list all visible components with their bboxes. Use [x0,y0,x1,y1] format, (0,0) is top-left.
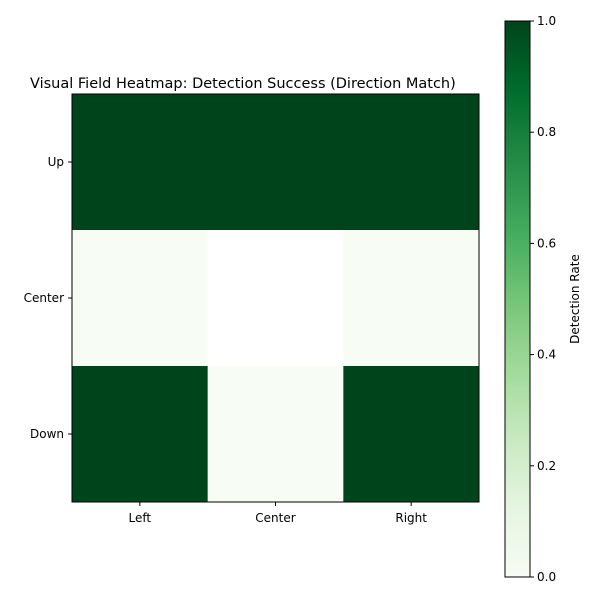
y-tick-label: Center [24,291,64,305]
x-tick-label: Right [395,511,427,525]
colorbar-tick-label: 0.4 [537,348,556,362]
x-tick-label: Left [129,511,152,525]
heatmap-cell-2-2 [343,366,480,503]
colorbar-tick-label: 0.0 [537,570,556,584]
y-tick-label: Up [48,155,64,169]
colorbar-tick-label: 1.0 [537,14,556,28]
x-tick-label: Center [255,511,295,525]
colorbar-gradient [504,20,531,578]
colorbar-tick-label: 0.8 [537,125,556,139]
x-axis: Left Center Right [129,502,427,525]
heatmap-cell-0-2 [343,94,480,231]
chart-title: Visual Field Heatmap: Detection Success … [30,76,456,92]
heatmap-cells [72,94,480,503]
heatmap-cell-1-0 [72,230,209,367]
heatmap-cell-2-1 [207,366,344,503]
colorbar-axis: 0.0 0.2 0.4 0.6 0.8 1.0 [530,14,556,584]
heatmap-cell-0-1 [207,94,344,231]
heatmap-cell-0-0 [72,94,209,231]
colorbar-label: Detection Rate [568,254,582,344]
colorbar-tick-label: 0.2 [537,459,556,473]
heatmap-cell-1-2 [343,230,480,367]
heatmap-cell-1-1 [207,230,344,367]
colorbar-tick-label: 0.6 [537,236,556,250]
heatmap-cell-2-0 [72,366,209,503]
y-axis: Up Center Down [24,155,72,441]
y-tick-label: Down [30,427,64,441]
